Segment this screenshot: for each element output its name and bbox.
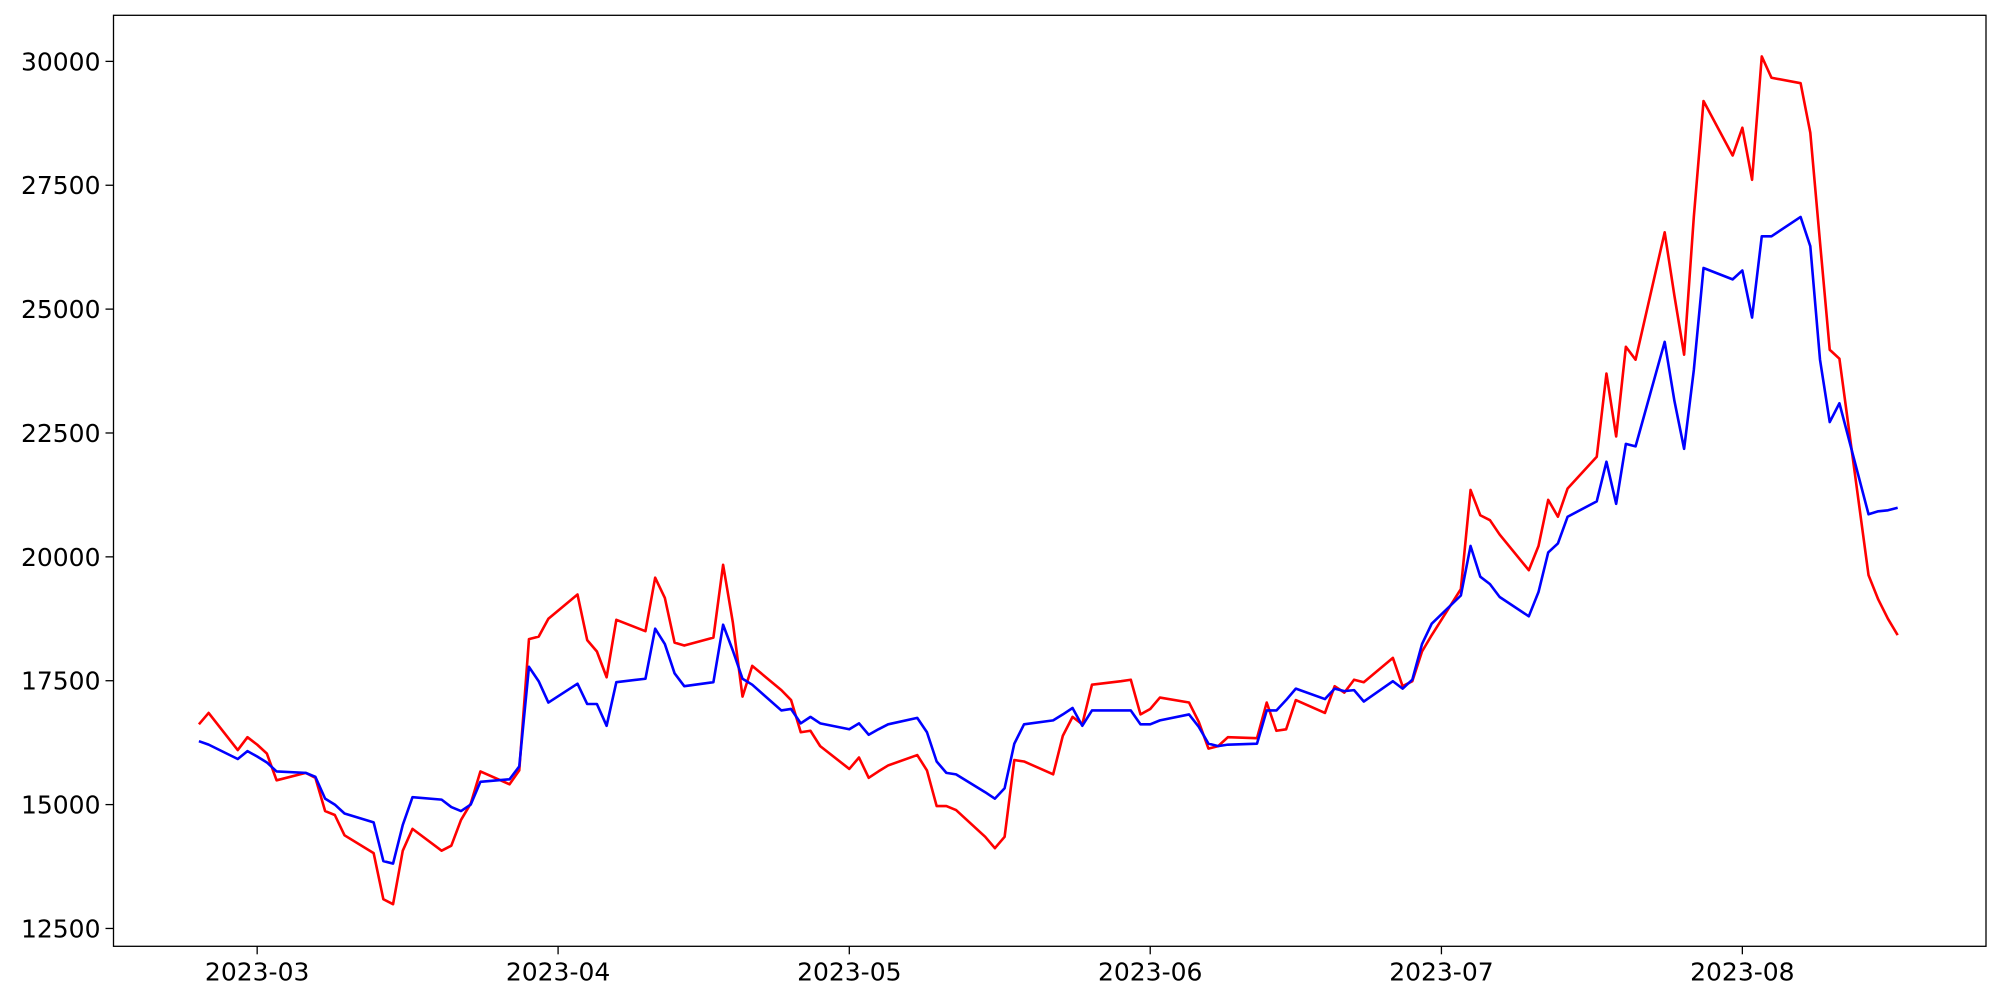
x-tick-label: 2023-05 bbox=[797, 957, 901, 986]
x-tick-label: 2023-06 bbox=[1098, 957, 1202, 986]
x-tick-label: 2023-03 bbox=[205, 957, 309, 986]
data-line bbox=[197, 55, 1899, 906]
x-tick-label: 2023-07 bbox=[1389, 957, 1493, 986]
y-tick-label: 22500 bbox=[21, 419, 101, 448]
y-tick-label: 20000 bbox=[21, 543, 101, 572]
y-tick-label: 12500 bbox=[21, 914, 101, 943]
y-tick-label: 25000 bbox=[21, 295, 101, 324]
data-line bbox=[198, 215, 1898, 865]
y-tick-label: 27500 bbox=[21, 171, 101, 200]
x-tick-label: 2023-08 bbox=[1690, 957, 1794, 986]
y-tick-label: 30000 bbox=[21, 47, 101, 76]
y-tick-label: 15000 bbox=[21, 791, 101, 820]
y-tick-label: 17500 bbox=[21, 667, 101, 696]
plot-frame bbox=[112, 14, 1987, 947]
x-tick-label: 2023-04 bbox=[506, 957, 610, 986]
